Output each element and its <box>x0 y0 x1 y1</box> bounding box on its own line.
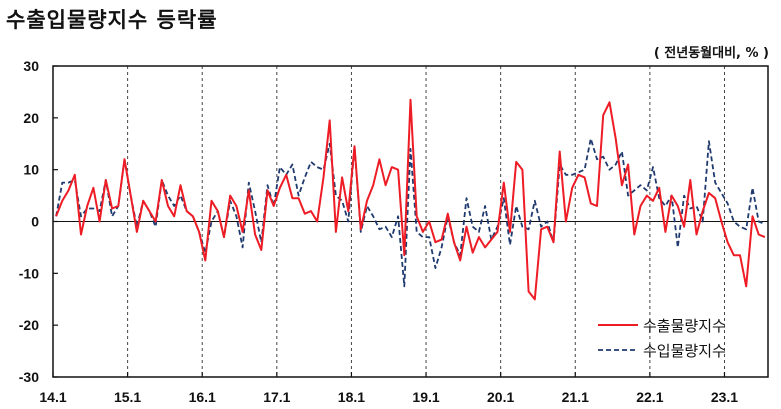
legend-import-label: 수입물량지수 <box>643 342 726 360</box>
y-axis: -30 -20 -10 0 10 20 30 <box>19 58 58 385</box>
series-lines <box>55 98 766 301</box>
x-tick-label: 22.1 <box>636 389 663 405</box>
import-series-line <box>55 137 766 288</box>
y-tick-label: -20 <box>19 317 39 333</box>
chart-title: 수출입물량지수 등락률 <box>6 7 218 32</box>
x-tick-label: 20.1 <box>487 389 514 405</box>
y-tick-label: -10 <box>19 265 39 281</box>
y-tick-label: 0 <box>31 214 39 230</box>
x-tick-label: 15.1 <box>114 389 141 405</box>
x-tick-label: 21.1 <box>562 389 589 405</box>
vertical-grid <box>127 66 725 377</box>
export-series-line <box>55 98 766 301</box>
x-tick-label: 19.1 <box>412 389 439 405</box>
y-tick-label: -30 <box>19 369 39 385</box>
unit-label: ( 전년동월대비, % ) <box>653 46 769 61</box>
x-tick-label: 16.1 <box>189 389 216 405</box>
x-tick-label: 18.1 <box>338 389 365 405</box>
x-axis: 14.1 15.1 16.1 17.1 18.1 19.1 20.1 21.1 22.1 23.1 <box>39 372 738 405</box>
legend: 수출물량지수 수입물량지수 <box>598 317 726 360</box>
y-tick-label: 10 <box>23 162 39 178</box>
y-tick-label: 30 <box>23 58 39 74</box>
x-tick-label: 14.1 <box>39 389 66 405</box>
x-tick-label: 17.1 <box>263 389 290 405</box>
y-tick-label: 20 <box>23 110 39 126</box>
x-tick-label: 23.1 <box>711 389 738 405</box>
legend-export-label: 수출물량지수 <box>643 317 726 335</box>
